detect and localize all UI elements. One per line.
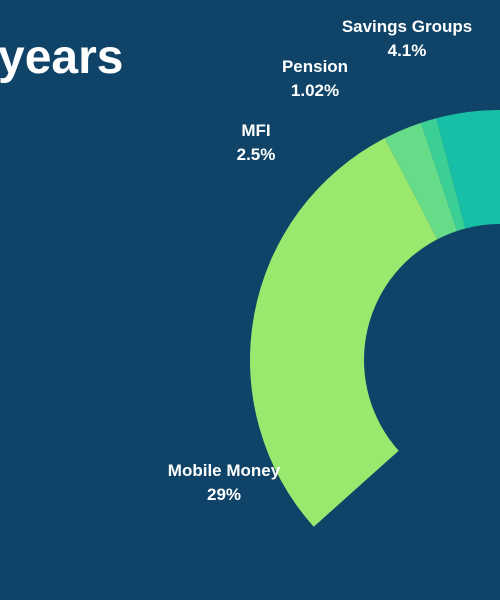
slice-mobile-money	[249, 138, 438, 527]
label-pension: Pension 1.02%	[282, 55, 348, 103]
slice-savings-groups	[436, 110, 500, 229]
label-value: 2.5%	[236, 145, 276, 164]
label-value: 29%	[206, 485, 242, 504]
label-mobile-money: Mobile Money 29%	[168, 459, 280, 507]
label-value: 1.02%	[290, 81, 340, 100]
label-name: Pension	[281, 57, 349, 76]
slice-pension	[420, 118, 466, 231]
label-mfi: MFI 2.5%	[237, 119, 276, 167]
label-name: Savings Groups	[341, 17, 473, 36]
label-name: Mobile Money	[167, 461, 281, 480]
chart-title: years	[0, 31, 124, 84]
slice-mfi	[384, 122, 457, 240]
label-savings-groups: Savings Groups 4.1%	[342, 15, 472, 63]
label-value: 4.1%	[387, 41, 427, 60]
label-name: MFI	[241, 121, 271, 140]
